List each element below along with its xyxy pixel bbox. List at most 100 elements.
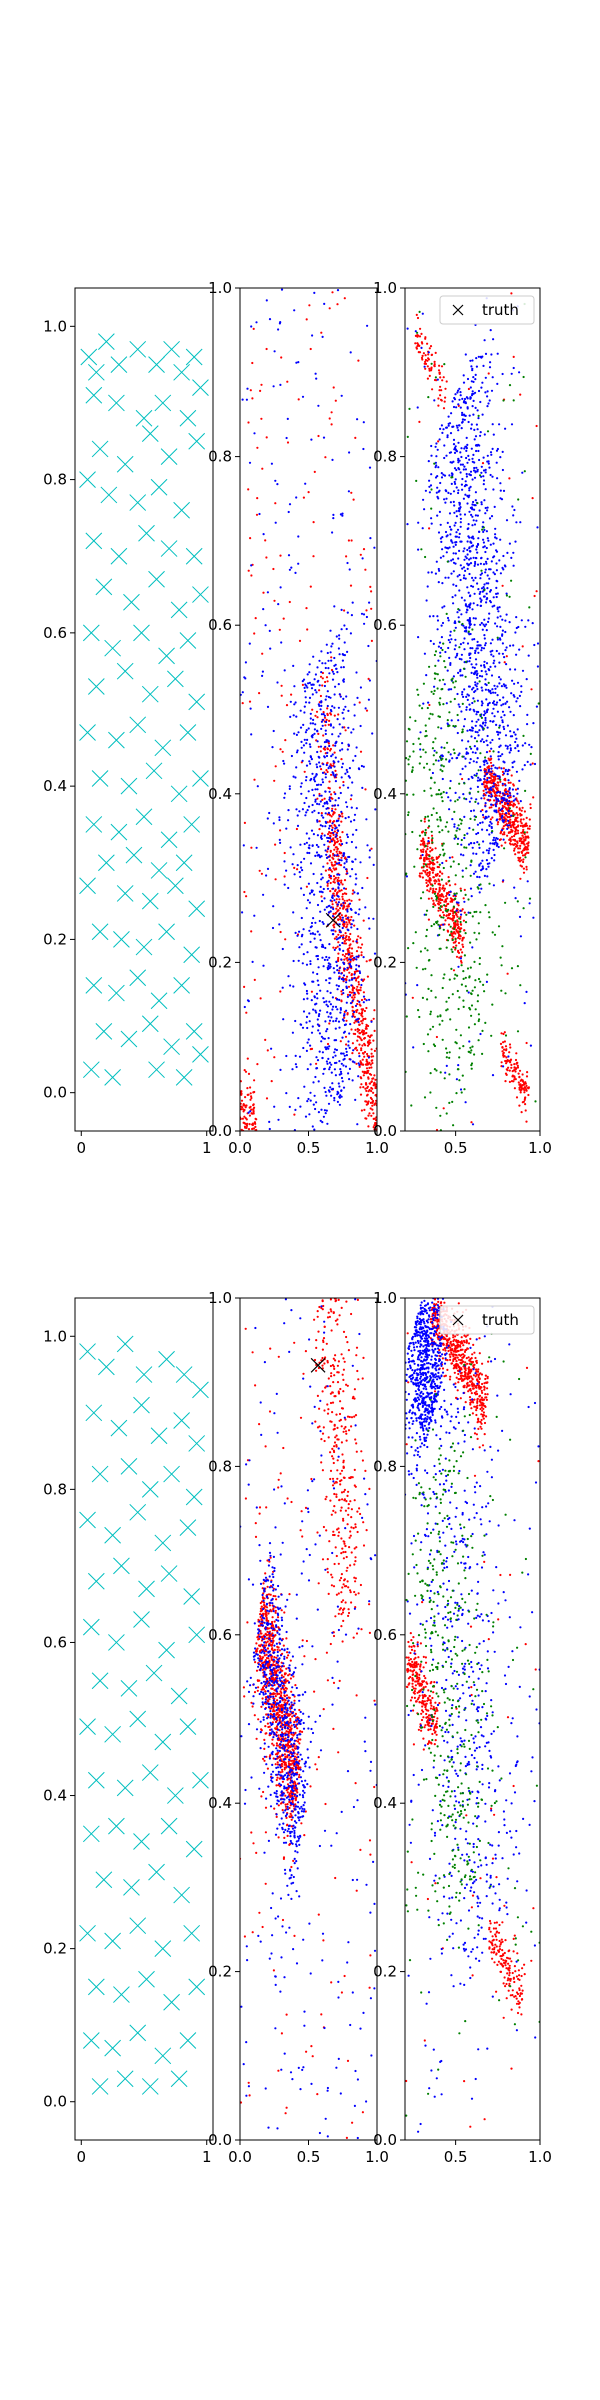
data-point bbox=[338, 1026, 341, 1029]
data-point bbox=[338, 967, 341, 970]
data-point bbox=[499, 754, 502, 758]
data-point bbox=[483, 625, 486, 628]
data-point bbox=[438, 372, 441, 375]
data-point bbox=[244, 677, 247, 680]
data-point bbox=[266, 817, 269, 820]
data-point bbox=[462, 793, 465, 796]
data-point bbox=[312, 1103, 315, 1106]
data-point bbox=[430, 813, 433, 817]
data-point bbox=[478, 458, 481, 462]
data-point bbox=[252, 327, 255, 330]
data-point bbox=[366, 876, 369, 880]
data-point bbox=[501, 710, 505, 713]
data-point bbox=[515, 806, 518, 809]
data-point bbox=[448, 879, 451, 883]
data-point bbox=[331, 1087, 335, 1090]
data-point bbox=[283, 796, 286, 799]
data-point bbox=[329, 749, 332, 752]
data-point bbox=[415, 966, 418, 969]
data-point bbox=[289, 846, 292, 849]
data-point bbox=[333, 854, 336, 857]
data-point bbox=[476, 514, 479, 517]
data-point bbox=[465, 706, 468, 709]
data-point bbox=[498, 606, 501, 609]
data-point bbox=[506, 815, 509, 819]
data-point bbox=[483, 666, 486, 669]
data-point bbox=[428, 855, 431, 858]
data-point bbox=[362, 1074, 365, 1077]
data-point bbox=[430, 571, 433, 574]
data-point bbox=[321, 1051, 324, 1054]
data-point bbox=[255, 321, 258, 324]
data-point bbox=[338, 1060, 341, 1063]
data-point-x bbox=[175, 854, 193, 872]
data-point bbox=[300, 916, 303, 920]
data-point bbox=[474, 689, 477, 692]
data-point bbox=[316, 819, 319, 822]
data-point bbox=[483, 583, 486, 586]
data-point bbox=[465, 456, 468, 460]
data-point bbox=[512, 355, 515, 358]
data-point bbox=[368, 1066, 371, 1069]
data-point bbox=[347, 743, 350, 746]
data-point bbox=[299, 785, 302, 788]
data-point bbox=[502, 760, 505, 763]
data-point bbox=[512, 805, 515, 808]
data-point bbox=[449, 662, 452, 665]
data-point bbox=[504, 992, 507, 995]
data-point bbox=[474, 560, 477, 564]
data-point bbox=[243, 985, 246, 989]
data-point bbox=[298, 639, 302, 643]
data-point bbox=[255, 513, 259, 516]
data-point bbox=[475, 910, 478, 913]
data-point bbox=[491, 376, 494, 379]
data-point bbox=[482, 794, 485, 797]
data-point bbox=[510, 423, 514, 426]
data-point bbox=[471, 946, 474, 949]
data-point bbox=[242, 1103, 245, 1106]
data-point bbox=[279, 829, 282, 832]
data-point bbox=[500, 964, 503, 967]
data-point bbox=[243, 890, 246, 894]
data-point bbox=[507, 779, 510, 782]
data-point bbox=[269, 647, 272, 650]
data-point bbox=[357, 992, 360, 995]
data-point bbox=[324, 724, 327, 727]
data-point bbox=[510, 679, 514, 682]
data-point bbox=[481, 783, 484, 786]
data-point bbox=[452, 916, 455, 920]
data-point bbox=[408, 728, 411, 731]
data-point bbox=[527, 1093, 530, 1097]
data-point bbox=[430, 834, 434, 837]
data-point bbox=[304, 1115, 308, 1118]
data-point bbox=[431, 869, 434, 872]
data-point bbox=[469, 602, 472, 605]
data-point bbox=[370, 1090, 373, 1093]
data-point bbox=[428, 881, 431, 884]
data-point bbox=[326, 1028, 329, 1031]
data-point bbox=[355, 1010, 358, 1014]
data-point bbox=[465, 708, 468, 711]
data-point bbox=[522, 1087, 525, 1090]
data-point bbox=[483, 595, 486, 598]
data-point bbox=[322, 1037, 325, 1040]
data-point bbox=[431, 837, 434, 840]
data-point bbox=[514, 1070, 517, 1073]
data-point bbox=[264, 624, 267, 627]
data-point bbox=[320, 900, 324, 903]
data-point bbox=[462, 566, 466, 569]
data-point bbox=[531, 497, 534, 500]
data-point bbox=[314, 933, 317, 936]
data-point bbox=[522, 828, 525, 831]
data-point bbox=[336, 1100, 339, 1103]
data-point bbox=[437, 900, 440, 903]
data-point bbox=[484, 506, 487, 510]
data-point bbox=[526, 713, 529, 717]
data-point bbox=[428, 485, 431, 488]
data-point bbox=[349, 1002, 353, 1005]
data-point bbox=[501, 792, 504, 795]
data-point bbox=[356, 892, 360, 895]
data-point bbox=[528, 827, 531, 830]
data-point bbox=[461, 777, 464, 781]
data-point bbox=[338, 883, 341, 886]
